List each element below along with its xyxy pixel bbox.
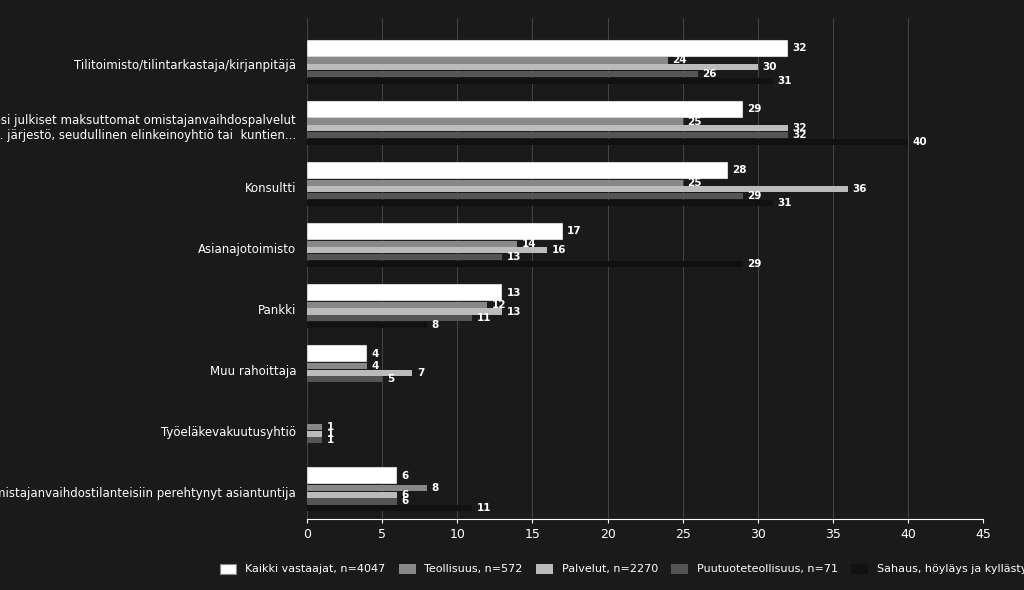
Text: 6: 6: [401, 497, 409, 506]
Bar: [307, 485, 427, 491]
Text: 25: 25: [687, 178, 701, 188]
Bar: [307, 179, 683, 186]
Bar: [307, 369, 413, 376]
Text: 1: 1: [327, 429, 334, 439]
Bar: [307, 467, 397, 484]
Bar: [307, 77, 773, 84]
Text: 6: 6: [401, 471, 409, 481]
Text: 17: 17: [567, 227, 582, 237]
Bar: [307, 376, 382, 382]
Bar: [307, 125, 787, 132]
Text: 11: 11: [477, 313, 492, 323]
Text: 4: 4: [372, 349, 379, 359]
Bar: [307, 57, 668, 64]
Text: 29: 29: [748, 191, 762, 201]
Text: 32: 32: [793, 123, 807, 133]
Bar: [307, 186, 848, 192]
Text: 31: 31: [777, 76, 792, 86]
Bar: [307, 200, 773, 206]
Bar: [307, 345, 368, 362]
Bar: [307, 499, 397, 504]
Bar: [307, 309, 503, 314]
Bar: [307, 424, 323, 430]
Text: 29: 29: [748, 104, 762, 114]
Bar: [307, 254, 503, 260]
Bar: [307, 241, 517, 247]
Text: 13: 13: [507, 307, 521, 316]
Text: 4: 4: [372, 361, 379, 371]
Text: 16: 16: [552, 245, 566, 255]
Bar: [307, 132, 787, 138]
Bar: [307, 223, 562, 240]
Text: 25: 25: [687, 117, 701, 126]
Bar: [307, 193, 742, 199]
Text: 6: 6: [401, 490, 409, 500]
Text: 1: 1: [327, 422, 334, 432]
Text: 32: 32: [793, 43, 807, 53]
Text: 8: 8: [432, 320, 439, 330]
Legend: Kaikki vastaajat, n=4047, Teollisuus, n=572, Palvelut, n=2270, Puutuoteteollisuu: Kaikki vastaajat, n=4047, Teollisuus, n=…: [215, 559, 1024, 579]
Bar: [307, 284, 503, 301]
Bar: [307, 322, 427, 328]
Bar: [307, 71, 697, 77]
Text: 13: 13: [507, 252, 521, 262]
Bar: [307, 247, 548, 254]
Text: 11: 11: [477, 503, 492, 513]
Text: 7: 7: [417, 368, 424, 378]
Text: 26: 26: [702, 69, 717, 79]
Bar: [307, 261, 742, 267]
Text: 13: 13: [507, 287, 521, 297]
Text: 24: 24: [672, 55, 687, 65]
Text: 36: 36: [852, 184, 867, 194]
Bar: [307, 431, 323, 437]
Bar: [307, 162, 728, 179]
Bar: [307, 315, 472, 322]
Text: 31: 31: [777, 198, 792, 208]
Bar: [307, 363, 368, 369]
Text: 40: 40: [912, 137, 927, 147]
Text: 12: 12: [492, 300, 507, 310]
Bar: [307, 505, 472, 512]
Text: 30: 30: [762, 62, 777, 72]
Text: 14: 14: [522, 239, 537, 249]
Bar: [307, 437, 323, 444]
Text: 29: 29: [748, 259, 762, 269]
Text: 5: 5: [387, 374, 394, 384]
Text: 8: 8: [432, 483, 439, 493]
Bar: [307, 64, 758, 70]
Bar: [307, 119, 683, 124]
Bar: [307, 301, 487, 308]
Bar: [307, 40, 787, 57]
Bar: [307, 139, 908, 145]
Bar: [307, 101, 742, 118]
Text: 1: 1: [327, 435, 334, 445]
Text: 32: 32: [793, 130, 807, 140]
Bar: [307, 491, 397, 498]
Text: 28: 28: [732, 165, 746, 175]
